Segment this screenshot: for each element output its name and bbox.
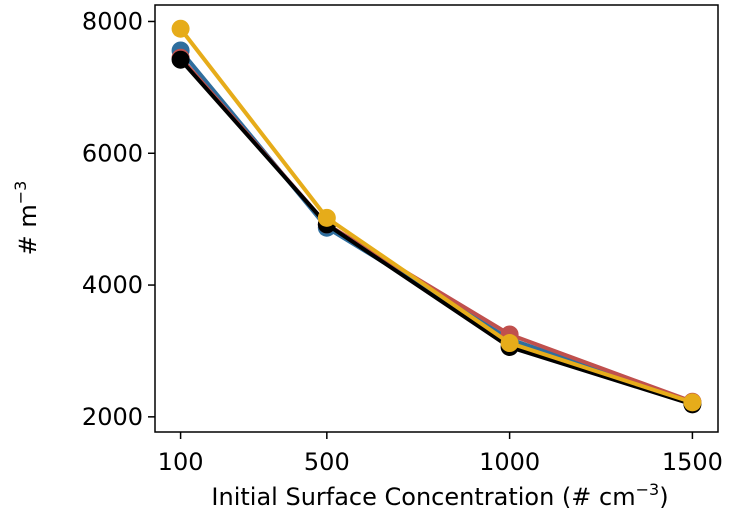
y-axis-label: # m−3 <box>11 181 42 256</box>
point <box>171 19 190 38</box>
x-axis-label: Initial Surface Concentration (# cm−3) <box>211 480 668 511</box>
series-line <box>179 27 694 405</box>
plot-frame <box>154 4 719 433</box>
series-line <box>179 56 694 404</box>
x-label-text: ) <box>659 483 668 511</box>
point <box>317 208 336 227</box>
y-tick-label: 6000 <box>82 139 143 167</box>
y-label-sup: −3 <box>11 181 30 205</box>
point <box>171 50 190 69</box>
series-line <box>179 58 694 407</box>
point <box>500 334 519 353</box>
point <box>683 393 702 412</box>
y-tick-label: 8000 <box>82 7 143 35</box>
x-label-sup: −3 <box>636 480 660 499</box>
y-tick-label: 2000 <box>82 403 143 431</box>
y-tick-label: 4000 <box>82 271 143 299</box>
x-label-text: Initial Surface Concentration (# cm <box>211 483 635 511</box>
x-tick-label: 100 <box>158 448 204 476</box>
x-tick-label: 1000 <box>479 448 540 476</box>
x-tick-label: 1500 <box>662 448 723 476</box>
x-tick-label: 500 <box>304 448 350 476</box>
y-label-text: # m <box>14 204 42 255</box>
series-line <box>179 49 694 405</box>
